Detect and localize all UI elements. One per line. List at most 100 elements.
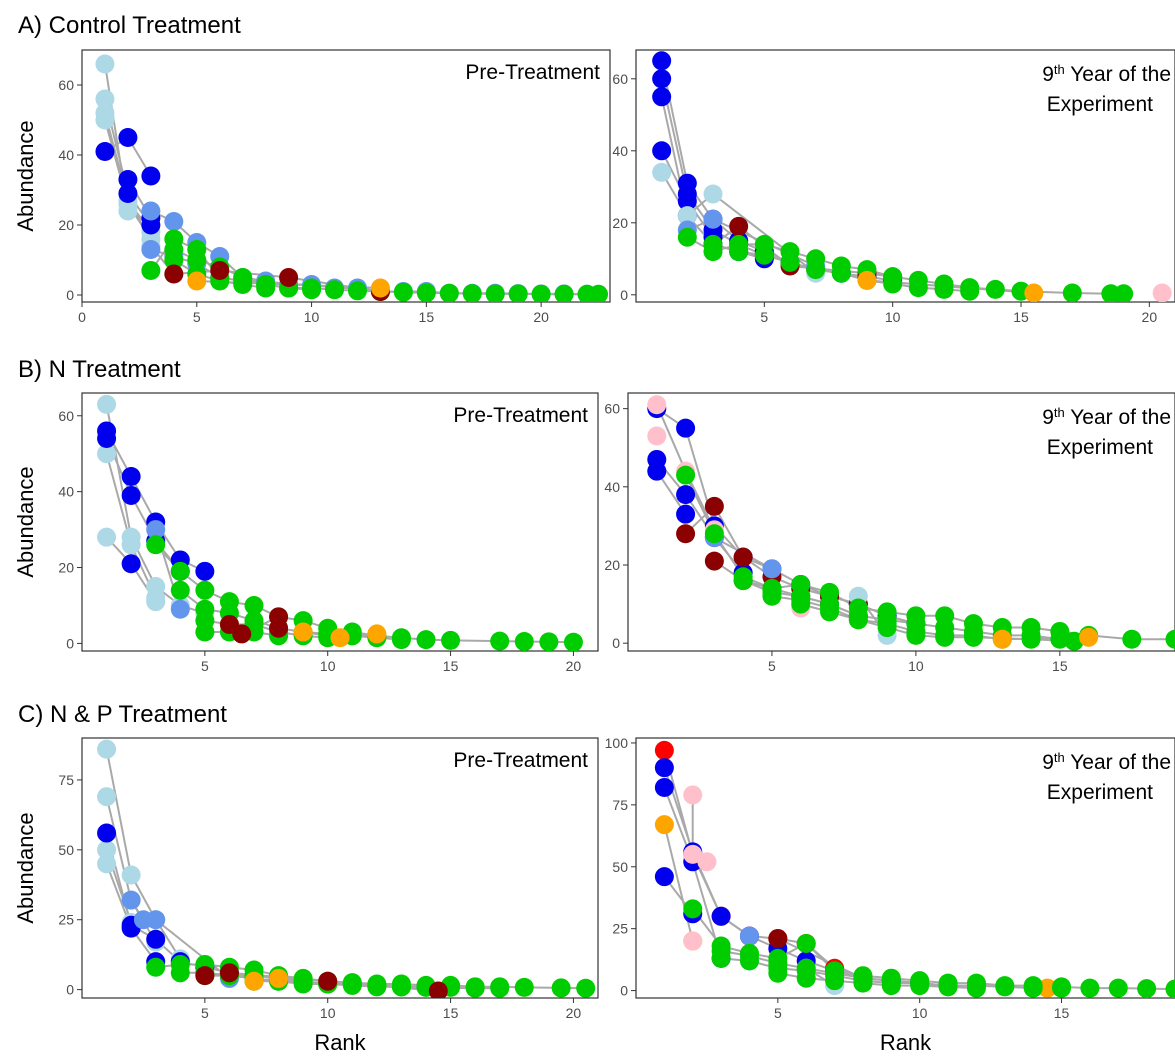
series-line [660, 171, 817, 274]
data-point [164, 212, 184, 231]
x-tick-label: 15 [419, 309, 435, 325]
data-point [883, 274, 903, 294]
data-point [806, 260, 826, 280]
data-point [647, 461, 667, 481]
data-point [195, 966, 215, 986]
data-point [729, 242, 749, 262]
data-point [652, 162, 672, 182]
data-point [514, 977, 534, 997]
data-point [141, 201, 161, 221]
x-tick-label: 10 [304, 309, 320, 325]
period-annotation-line2: Experiment [1047, 781, 1153, 804]
annotation-text: Year of the [1065, 406, 1171, 429]
y-tick-label: 40 [612, 143, 628, 159]
period-annotation-line2: Experiment [1047, 436, 1153, 459]
plot-area [97, 394, 583, 651]
data-point [465, 978, 485, 998]
data-point [141, 166, 161, 186]
data-point [416, 283, 436, 302]
data-point [848, 610, 868, 630]
data-point [118, 170, 138, 189]
data-point [325, 280, 345, 300]
data-point [711, 941, 731, 961]
y-tick-label: 0 [66, 287, 74, 303]
panel-C-9th: 0 25 50 75 100 5 10 15 Rank 9th Year of the Experi… [605, 735, 1175, 1055]
data-point [1152, 283, 1172, 302]
x-tick-label: 5 [774, 1005, 782, 1021]
data-point [97, 739, 117, 759]
data-point [187, 250, 207, 270]
data-point [683, 785, 703, 805]
annotation-text: Year of the [1065, 63, 1171, 86]
data-point [97, 840, 117, 860]
data-point [439, 283, 459, 302]
data-point [739, 946, 759, 966]
data-point [654, 740, 674, 760]
data-point [762, 559, 782, 579]
data-point [825, 963, 845, 983]
data-point [831, 263, 851, 283]
data-point [195, 561, 215, 581]
data-point [780, 252, 800, 272]
data-point [539, 632, 559, 651]
y-axis-label: Abundance [13, 120, 38, 231]
data-point [652, 69, 672, 89]
panel-C-pre: C) N & P Treatment 0 25 50 75 5 10 15 20 Abundanc… [13, 701, 599, 1055]
data-point [330, 628, 350, 648]
data-point [796, 934, 816, 954]
data-point [820, 602, 840, 622]
x-tick-label: 15 [1054, 1005, 1070, 1021]
data-point [95, 54, 115, 74]
data-point [121, 485, 141, 505]
data-point [881, 976, 901, 996]
data-point [704, 524, 724, 544]
data-point [256, 278, 276, 298]
x-tick-label: 15 [443, 1005, 459, 1021]
x-tick-label: 10 [912, 1005, 928, 1021]
y-axis-label: Abundance [13, 812, 38, 923]
data-point [146, 535, 166, 555]
data-point [269, 618, 289, 638]
data-point [170, 561, 190, 581]
data-point [462, 284, 482, 302]
data-point [232, 624, 252, 644]
data-point [703, 234, 723, 254]
y-tick-label: 0 [620, 287, 628, 303]
period-annotation-line2: Experiment [1047, 93, 1153, 116]
data-point [269, 968, 289, 988]
data-point [121, 554, 141, 574]
data-point [589, 284, 609, 302]
data-point [554, 284, 574, 302]
y-axis-label: Abundance [13, 466, 38, 577]
data-point [367, 977, 387, 997]
data-point [966, 978, 986, 998]
data-point [768, 953, 788, 973]
data-point [146, 929, 166, 949]
data-point [676, 504, 696, 524]
x-tick-label: 15 [1052, 658, 1068, 674]
data-point [768, 929, 788, 949]
data-point [416, 630, 436, 650]
data-point [367, 624, 387, 644]
data-point [960, 281, 980, 301]
annotation-text: Year of the [1065, 751, 1171, 774]
data-point [938, 977, 958, 997]
data-point [293, 974, 313, 994]
data-point [141, 215, 161, 235]
data-point [97, 787, 117, 807]
data-point [910, 976, 930, 996]
y-tick-label: 20 [58, 560, 74, 576]
data-point [697, 852, 717, 872]
data-point [302, 280, 322, 300]
series-line [179, 589, 402, 641]
annotation-superscript: th [1054, 405, 1065, 420]
data-point [279, 268, 299, 287]
data-point [485, 284, 505, 302]
series-line [105, 749, 182, 960]
data-point [393, 282, 413, 302]
data-point [490, 631, 510, 651]
x-tick-label: 5 [193, 309, 201, 325]
panel-A-pre: A) Control Treatment 0 20 40 60 0 5 10 15 20 Abund… [13, 12, 611, 325]
data-point [1122, 629, 1142, 649]
panel-frame [81, 737, 599, 999]
